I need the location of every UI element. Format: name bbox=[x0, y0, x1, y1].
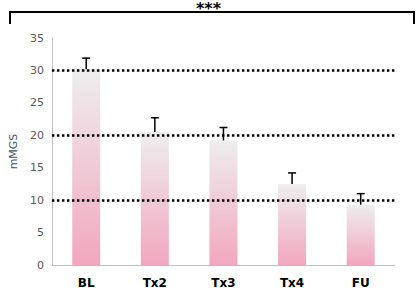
svg-text:35: 35 bbox=[30, 32, 44, 45]
svg-text:***: *** bbox=[196, 0, 222, 18]
svg-text:30: 30 bbox=[30, 64, 44, 77]
svg-text:0: 0 bbox=[37, 259, 44, 272]
svg-text:Tx4: Tx4 bbox=[280, 276, 304, 290]
svg-text:5: 5 bbox=[37, 226, 44, 239]
svg-text:25: 25 bbox=[30, 96, 44, 109]
svg-text:10: 10 bbox=[30, 194, 44, 207]
svg-text:20: 20 bbox=[30, 129, 44, 142]
svg-text:15: 15 bbox=[30, 161, 44, 174]
svg-text:Tx2: Tx2 bbox=[143, 276, 167, 290]
svg-text:FU: FU bbox=[352, 276, 370, 290]
svg-text:BL: BL bbox=[78, 276, 95, 290]
svg-text:mMGS: mMGS bbox=[7, 134, 20, 170]
svg-text:Tx3: Tx3 bbox=[211, 276, 235, 290]
